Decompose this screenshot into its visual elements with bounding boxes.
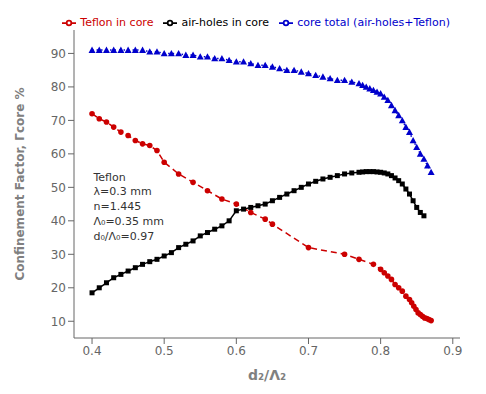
svg-text:20: 20 [51, 281, 66, 295]
svg-text:80: 80 [51, 80, 66, 94]
html-text:core total (air-holes+Teflon): core total (air-holes+Teflon) [297, 16, 450, 29]
svg-text:50: 50 [51, 181, 66, 195]
svg-text:0.6: 0.6 [227, 344, 246, 358]
svg-text:60: 60 [51, 147, 66, 161]
svg-text:Teflonλ=0.3 mmn=1.445Λ₀=0.35 m: Teflonλ=0.3 mmn=1.445Λ₀=0.35 mmd₀/Λ₀=0.9… [92, 171, 164, 243]
svg-text:0.7: 0.7 [299, 344, 318, 358]
svg-text:30: 30 [51, 248, 66, 262]
svg-text:0.5: 0.5 [155, 344, 174, 358]
svg-text:10: 10 [51, 315, 66, 329]
svg-text:70: 70 [51, 114, 66, 128]
html-text:Teflon in core: Teflon in core [80, 16, 154, 29]
html-text:air-holes in core: air-holes in core [181, 16, 270, 29]
svg-text:d₂/Λ₂: d₂/Λ₂ [248, 367, 286, 383]
svg-text:40: 40 [51, 214, 66, 228]
svg-text:Confinement Factor, Γcore %: Confinement Factor, Γcore % [13, 87, 27, 280]
svg-text:90: 90 [51, 47, 66, 61]
svg-text:0.8: 0.8 [371, 344, 390, 358]
svg-text:0.9: 0.9 [443, 344, 462, 358]
svg-text:0.4: 0.4 [82, 344, 101, 358]
